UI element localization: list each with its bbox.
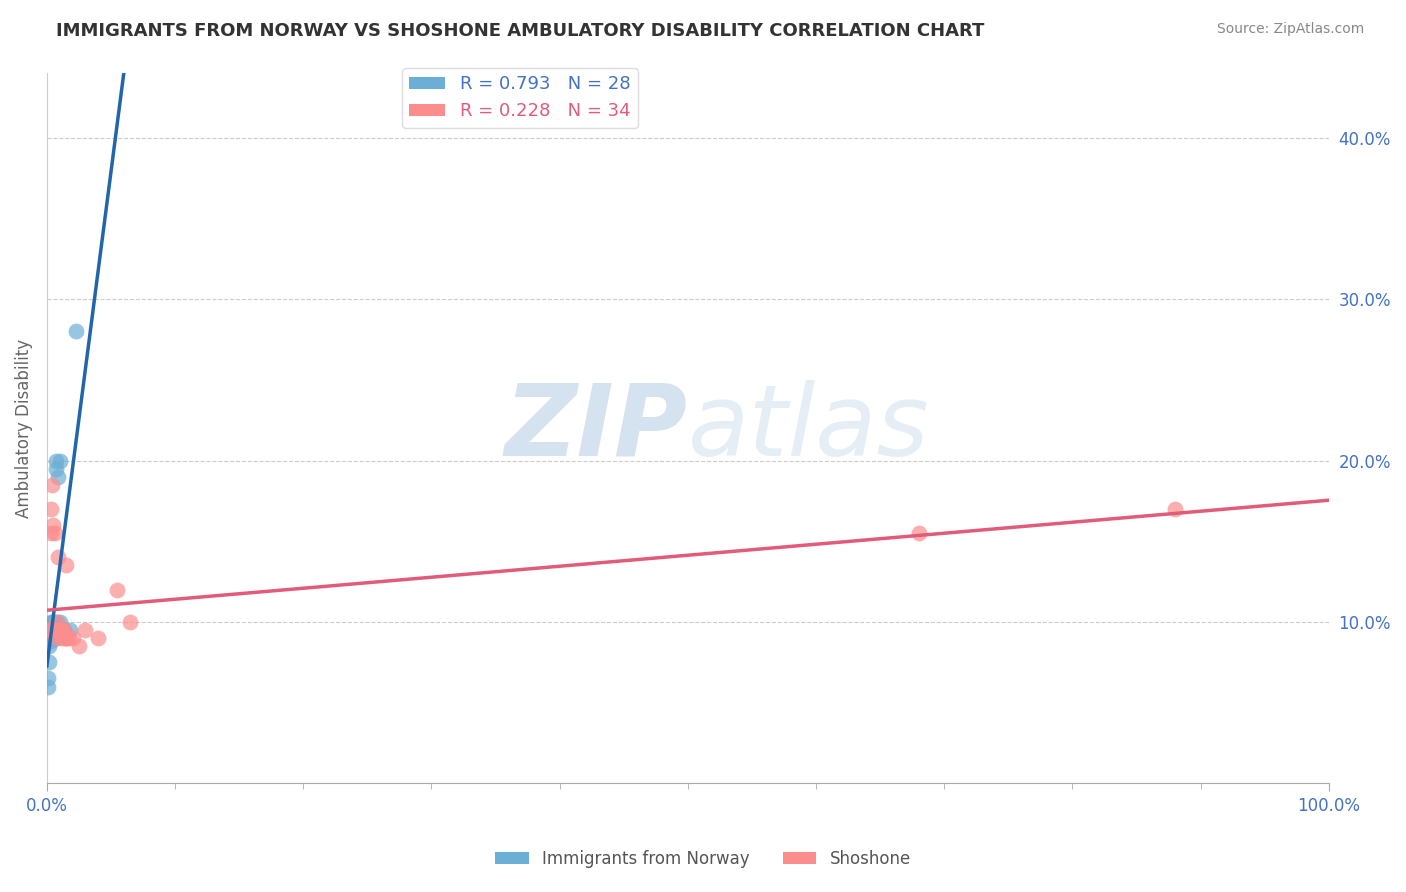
Point [48,623,70,637]
Point [39,634,62,648]
Point [75,623,97,637]
Point [48,469,70,483]
Point [45,623,67,637]
Point [65,325,87,339]
Point [48,615,70,629]
Point [907,526,929,541]
Point [49,623,72,637]
Point [39,623,62,637]
Y-axis label: Ambulatory Disability: Ambulatory Disability [15,339,32,518]
Point [51,631,73,645]
Point [44,526,66,541]
Point [59,623,82,637]
Point [37,623,59,637]
Point [39,631,62,645]
Text: atlas: atlas [688,380,929,477]
Point [41,631,63,645]
Point [52,623,75,637]
Point [44,631,66,645]
Point [51,623,73,637]
Point [44,623,66,637]
Point [42,623,65,637]
Point [52,623,75,637]
Point [55,631,77,645]
Point [41,477,63,491]
Point [39,502,62,516]
Point [55,558,77,573]
Point [1164,502,1187,516]
Point [87,631,110,645]
Point [67,639,90,653]
Point [44,623,66,637]
Point [56,631,79,645]
Point [41,623,63,637]
Point [48,623,70,637]
Point [46,623,69,637]
Point [48,550,70,565]
Point [45,461,67,475]
Point [42,623,65,637]
Point [39,526,62,541]
Point [49,623,72,637]
Point [46,615,69,629]
Point [37,672,59,686]
Point [62,631,84,645]
Point [38,656,60,670]
Text: Source: ZipAtlas.com: Source: ZipAtlas.com [1216,22,1364,37]
Point [42,623,65,637]
Legend: R = 0.793   N = 28, R = 0.228   N = 34: R = 0.793 N = 28, R = 0.228 N = 34 [402,68,638,128]
Point [42,518,65,533]
Point [45,453,67,467]
Point [39,615,62,629]
Point [37,680,59,694]
Point [38,639,60,653]
Point [105,582,128,597]
Text: IMMIGRANTS FROM NORWAY VS SHOSHONE AMBULATORY DISABILITY CORRELATION CHART: IMMIGRANTS FROM NORWAY VS SHOSHONE AMBUL… [56,22,984,40]
Point [38,623,60,637]
Point [45,623,67,637]
Point [48,453,70,467]
Point [58,631,80,645]
Legend: Immigrants from Norway, Shoshone: Immigrants from Norway, Shoshone [488,844,918,875]
Point [46,631,69,645]
Point [42,615,65,629]
Point [38,623,60,637]
Point [53,631,76,645]
Point [120,615,142,629]
Text: ZIP: ZIP [505,380,688,477]
Point [41,615,63,629]
Point [46,615,69,629]
Point [48,623,70,637]
